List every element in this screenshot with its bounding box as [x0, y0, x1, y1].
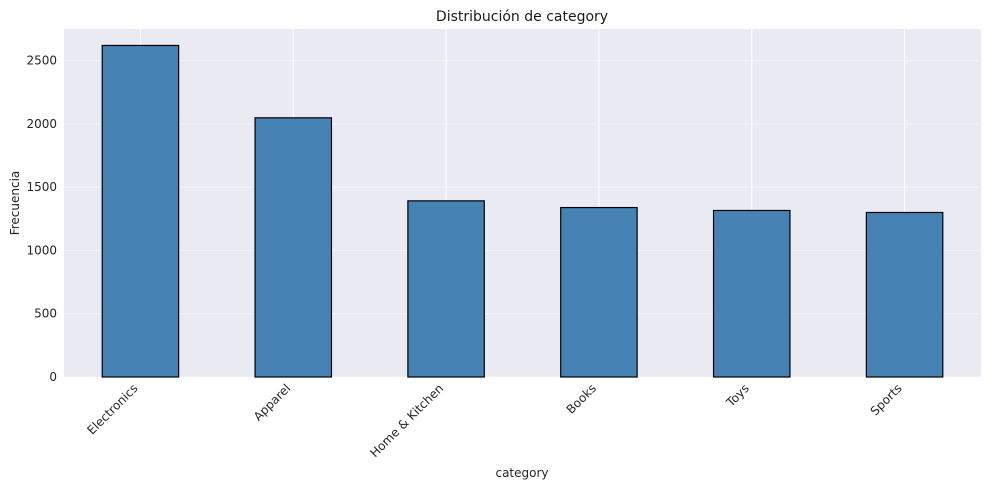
bars — [101, 44, 944, 378]
y-tick-label: 2000 — [26, 117, 57, 131]
chart-title: Distribución de category — [436, 9, 608, 25]
bar-sports — [865, 211, 944, 378]
y-tick-label: 2500 — [26, 54, 57, 68]
x-tick-label: Sports — [868, 381, 905, 418]
y-tick-labels: 0 500 1000 1500 2000 2500 — [26, 54, 57, 384]
x-tick-labels: Electronics Apparel Home & Kitchen Books Toy… — [84, 381, 904, 460]
x-tick-label: Books — [564, 381, 599, 416]
y-tick-label: 0 — [49, 370, 57, 384]
x-tick-label: Electronics — [84, 381, 140, 437]
x-tick-label: Apparel — [251, 381, 294, 424]
plot-area — [64, 29, 981, 377]
grid — [64, 29, 981, 378]
bar-electronics — [101, 44, 180, 378]
y-axis-label: Frecuencia — [8, 171, 22, 236]
bar-home-kitchen — [407, 200, 485, 378]
bar-toys — [712, 209, 791, 378]
x-axis-label: category — [495, 466, 548, 480]
x-tick-label: Toys — [723, 381, 752, 410]
x-tick-label: Home & Kitchen — [367, 381, 446, 460]
y-tick-label: 1000 — [26, 243, 57, 257]
bar-books — [560, 206, 638, 378]
bar-apparel — [254, 117, 333, 378]
y-tick-label: 500 — [34, 307, 57, 321]
y-tick-label: 1500 — [26, 180, 57, 194]
